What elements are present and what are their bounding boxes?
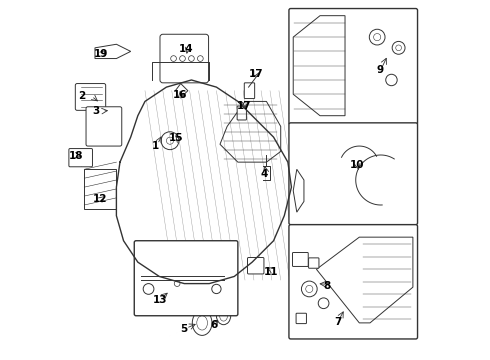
FancyBboxPatch shape <box>289 123 417 225</box>
FancyBboxPatch shape <box>247 257 264 274</box>
Text: 19: 19 <box>94 49 109 59</box>
Text: 17: 17 <box>237 101 251 111</box>
Text: 6: 6 <box>210 320 218 330</box>
Text: 13: 13 <box>153 296 168 305</box>
Text: 1: 1 <box>152 141 159 151</box>
Text: 4: 4 <box>261 168 269 179</box>
Text: 5: 5 <box>181 324 188 334</box>
Text: 9: 9 <box>376 65 384 75</box>
FancyBboxPatch shape <box>134 241 238 316</box>
FancyBboxPatch shape <box>245 83 255 99</box>
FancyBboxPatch shape <box>309 258 319 268</box>
FancyBboxPatch shape <box>289 9 417 125</box>
FancyBboxPatch shape <box>160 34 209 83</box>
Text: 12: 12 <box>92 194 107 203</box>
FancyBboxPatch shape <box>69 149 93 167</box>
FancyBboxPatch shape <box>86 107 122 146</box>
Text: 2: 2 <box>78 91 85 101</box>
Text: 7: 7 <box>334 317 342 327</box>
FancyBboxPatch shape <box>75 84 106 111</box>
Text: 17: 17 <box>248 68 263 78</box>
Text: 3: 3 <box>93 106 99 116</box>
Text: 15: 15 <box>169 133 184 143</box>
Text: 8: 8 <box>323 281 331 291</box>
Text: 18: 18 <box>69 151 84 161</box>
Text: 11: 11 <box>264 267 278 277</box>
FancyBboxPatch shape <box>289 225 417 339</box>
Text: 16: 16 <box>173 90 187 100</box>
Text: 14: 14 <box>179 44 194 54</box>
FancyBboxPatch shape <box>296 313 306 324</box>
FancyBboxPatch shape <box>293 252 308 266</box>
Text: 10: 10 <box>349 159 364 170</box>
FancyBboxPatch shape <box>237 106 246 120</box>
